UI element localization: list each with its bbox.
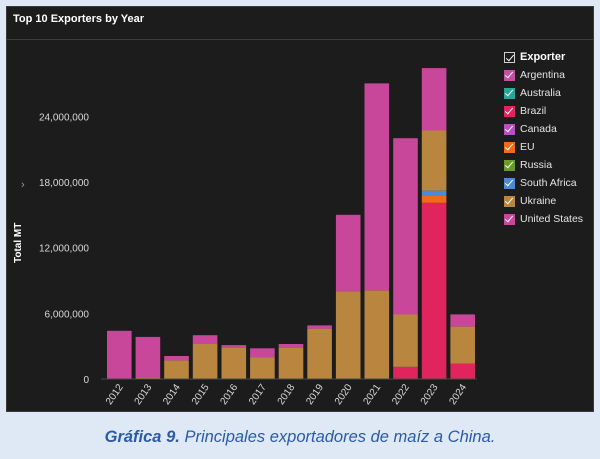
bar-segment <box>221 345 247 348</box>
legend-label: South Africa <box>520 177 577 189</box>
bar-segment <box>307 325 332 329</box>
caption-text: Principales exportadores de maíz a China… <box>184 428 496 446</box>
bar-segment <box>450 326 475 364</box>
x-tick-label: 2016 <box>218 382 240 407</box>
x-tick-label: 2019 <box>304 382 326 407</box>
legend-item[interactable]: United States <box>504 210 583 228</box>
x-tick-label: 2015 <box>190 382 212 407</box>
bar-segment <box>192 335 218 344</box>
legend-label: Australia <box>520 87 561 99</box>
bar-segment <box>421 68 447 131</box>
legend-item[interactable]: Brazil <box>504 102 583 120</box>
bar-segment <box>278 344 304 348</box>
legend-item[interactable]: Australia <box>504 84 583 102</box>
x-tick-label: 2020 <box>333 382 355 407</box>
check-icon[interactable] <box>504 123 515 135</box>
legend-title: Exporter <box>520 51 566 63</box>
bar-segment <box>221 347 247 379</box>
bar-segment <box>393 138 418 315</box>
legend-item[interactable]: EU <box>504 138 583 156</box>
bar-segment <box>107 330 132 379</box>
bar-segment <box>421 130 447 191</box>
bar-segment <box>421 202 447 379</box>
legend-item[interactable]: South Africa <box>504 174 583 192</box>
bar-segment <box>135 336 161 378</box>
x-tick-label: 2013 <box>133 382 155 407</box>
bar-segment <box>250 348 275 358</box>
bar-segment <box>421 195 447 203</box>
bar-segment <box>450 363 475 379</box>
chart-plot: Total MT 0 6,000,000 12,000,000 18,000,000 24… <box>13 68 477 407</box>
x-tick-label: 2012 <box>104 382 126 407</box>
check-icon[interactable] <box>504 105 515 117</box>
bar-segment <box>364 290 390 379</box>
check-icon[interactable] <box>504 51 515 63</box>
bar-segment <box>135 377 161 379</box>
bar-segment <box>450 314 475 327</box>
bar-segment <box>364 83 390 291</box>
bar-segment <box>192 344 218 379</box>
bar-segment <box>278 347 304 379</box>
check-icon[interactable] <box>504 69 515 81</box>
title-divider <box>7 39 593 40</box>
y-axis-label: Total MT <box>13 223 24 263</box>
legend-item[interactable]: Ukraine <box>504 192 583 210</box>
legend-label: United States <box>520 213 584 225</box>
x-tick-label: 2021 <box>361 382 383 407</box>
bar-segment <box>307 328 332 379</box>
y-tick-label: 0 <box>83 375 89 386</box>
y-tick-label: 12,000,000 <box>39 244 89 255</box>
bar-segment <box>164 360 189 379</box>
legend-item[interactable]: Russia <box>504 156 583 174</box>
check-icon[interactable] <box>504 87 515 99</box>
caption-label: Gráfica 9. <box>104 428 180 446</box>
check-icon[interactable] <box>504 195 515 207</box>
legend-item[interactable]: Canada <box>504 120 583 138</box>
x-tick-label: 2018 <box>276 382 298 407</box>
bar-segment <box>250 357 275 379</box>
check-icon[interactable] <box>504 177 515 189</box>
bar-segment <box>335 291 361 379</box>
y-tick-label: 6,000,000 <box>45 309 90 320</box>
legend-label: Argentina <box>520 69 565 81</box>
check-icon[interactable] <box>504 159 515 171</box>
chart-title: Top 10 Exporters by Year <box>13 13 145 25</box>
x-tick-label: 2023 <box>419 382 441 407</box>
bar-segment <box>164 356 189 361</box>
check-icon[interactable] <box>504 213 515 225</box>
y-tick-label: 18,000,000 <box>39 178 89 189</box>
bars-layer <box>107 68 475 379</box>
legend-header[interactable]: Exporter <box>504 48 583 66</box>
legend: Exporter Argentina Australia Brazil Canada E… <box>504 48 583 228</box>
legend-label: EU <box>520 141 535 153</box>
legend-label: Russia <box>520 159 553 171</box>
bar-segment <box>393 367 418 379</box>
x-tick-label: 2017 <box>247 382 269 407</box>
figure-caption: Gráfica 9. Principales exportadores de m… <box>0 428 600 447</box>
bar-segment <box>393 314 418 367</box>
chevron-right-icon[interactable]: › <box>21 179 25 191</box>
check-icon[interactable] <box>504 141 515 153</box>
x-tick-label: 2022 <box>390 382 412 407</box>
x-tick-label: 2024 <box>447 382 469 407</box>
legend-label: Brazil <box>520 105 547 117</box>
y-tick-label: 24,000,000 <box>39 112 89 123</box>
legend-items: Argentina Australia Brazil Canada EU Russia So… <box>504 66 583 228</box>
bar-segment <box>335 214 361 292</box>
x-tick-label: 2014 <box>161 382 183 407</box>
bar-segment <box>421 190 447 196</box>
legend-label: Canada <box>520 123 557 135</box>
legend-item[interactable]: Argentina <box>504 66 583 84</box>
legend-label: Ukraine <box>520 195 557 207</box>
chart-panel: Top 10 Exporters by Year › Total MT 0 6,00… <box>6 6 594 412</box>
